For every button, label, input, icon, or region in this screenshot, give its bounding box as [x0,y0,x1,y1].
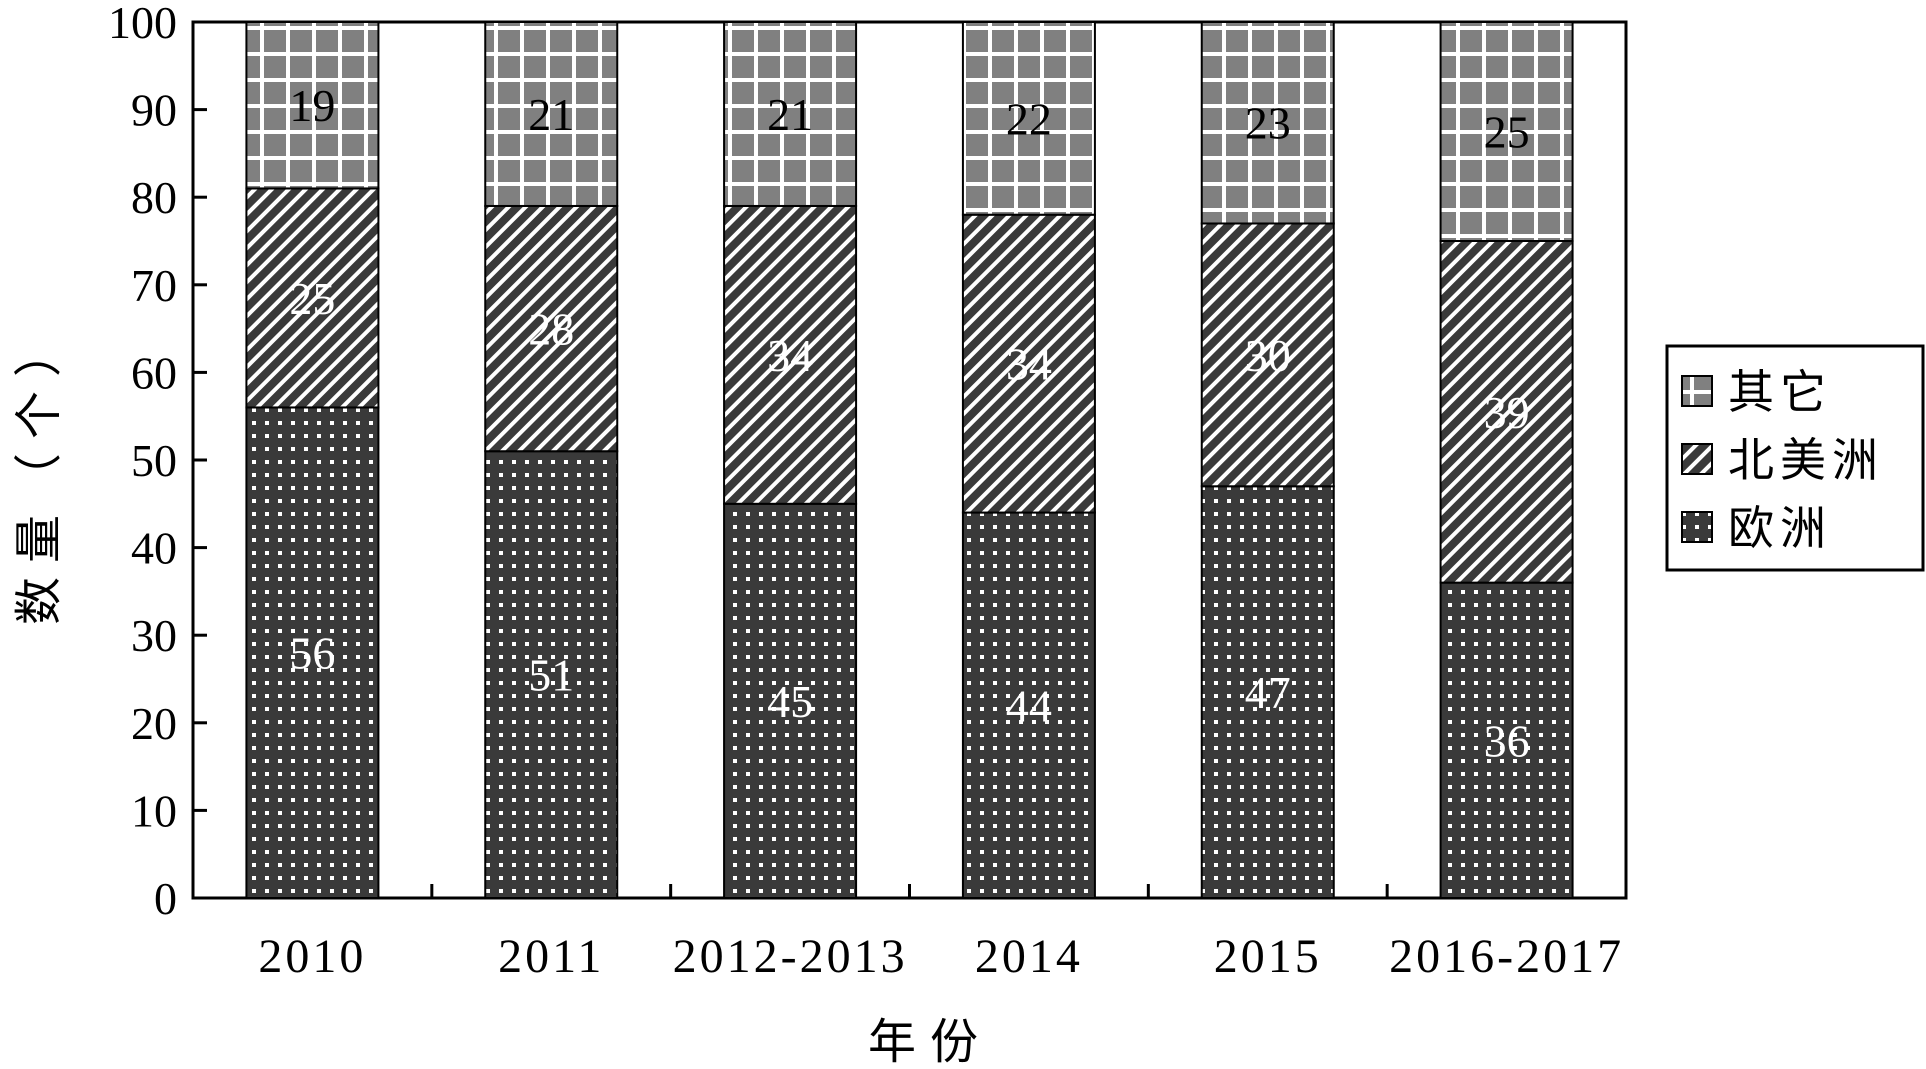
legend-label: 欧洲 [1728,503,1832,554]
bars [245,21,1574,899]
data-label: 21 [767,89,813,140]
bar-segment-北美洲 [961,213,1096,514]
legend-swatch-北美洲 [1681,443,1713,475]
y-tick-label: 40 [131,523,177,574]
plot-area [191,20,1628,900]
x-axis: 2010 2011 2012-2013 2014 2015 2016-2017 [258,884,1624,983]
legend-label: 其它 [1728,367,1832,418]
x-category-label: 2014 [975,930,1083,983]
data-labels: 56 25 19 51 28 21 45 34 21 44 34 22 47 30 23 36 39 25 [289,80,1529,766]
data-label: 30 [1245,330,1291,381]
data-label: 23 [1245,98,1291,149]
y-tick-label: 0 [154,873,177,924]
bar-segment-北美洲 [1200,222,1335,488]
y-axis-title: 数量（个） [13,315,66,625]
bar-segment-北美洲 [723,204,858,505]
data-label: 25 [1484,107,1530,158]
y-axis: 0 10 20 30 40 50 60 70 80 90 100 [108,0,207,924]
x-category-label: 2016-2017 [1389,930,1624,983]
data-label: 21 [528,89,574,140]
data-label: 25 [289,273,335,324]
x-category-label: 2015 [1214,930,1322,983]
data-label: 45 [767,676,813,727]
bar-segment-欧洲 [1200,485,1335,899]
legend-swatch-其它 [1681,375,1713,407]
bar-segment-其它 [1200,21,1335,225]
y-tick-label: 90 [131,85,177,136]
legend-swatch-欧洲 [1681,511,1713,543]
bar-segment-其它 [1439,21,1574,242]
y-tick-label: 10 [131,785,177,836]
x-category-label: 2011 [498,930,604,983]
data-label: 56 [289,628,335,679]
data-label: 47 [1245,667,1291,718]
bar-segment-北美洲 [484,204,619,453]
y-tick-label: 20 [131,698,177,749]
y-tick-label: 60 [131,347,177,398]
legend-label: 北美洲 [1728,435,1884,486]
y-tick-label: 80 [131,172,177,223]
bar-segment-北美洲 [245,187,380,409]
data-label: 51 [528,650,574,701]
x-category-label: 2010 [258,930,366,983]
data-label: 34 [1006,339,1052,390]
y-tick-label: 30 [131,610,177,661]
data-label: 44 [1006,680,1052,731]
data-label: 28 [528,304,574,355]
y-tick-label: 70 [131,260,177,311]
y-tick-label: 100 [108,0,177,48]
bar-segment-其它 [245,21,380,190]
bar-segment-欧洲 [1439,581,1574,899]
y-tick-label: 50 [131,435,177,486]
bar-segment-欧洲 [723,502,858,899]
bar-segment-北美洲 [1439,240,1574,584]
bar-segment-欧洲 [245,406,380,899]
bar-segment-其它 [723,21,858,207]
bar-segment-欧洲 [484,450,619,899]
data-label: 22 [1006,93,1052,144]
data-label: 19 [289,80,335,131]
x-axis-title: 年份 [868,1016,992,1069]
bar-segment-其它 [961,21,1096,216]
data-label: 36 [1484,715,1530,766]
data-label: 34 [767,330,813,381]
bar-segment-其它 [484,21,619,207]
bar-segment-欧洲 [961,511,1096,899]
x-category-label: 2012-2013 [673,930,908,983]
data-label: 39 [1484,387,1530,438]
